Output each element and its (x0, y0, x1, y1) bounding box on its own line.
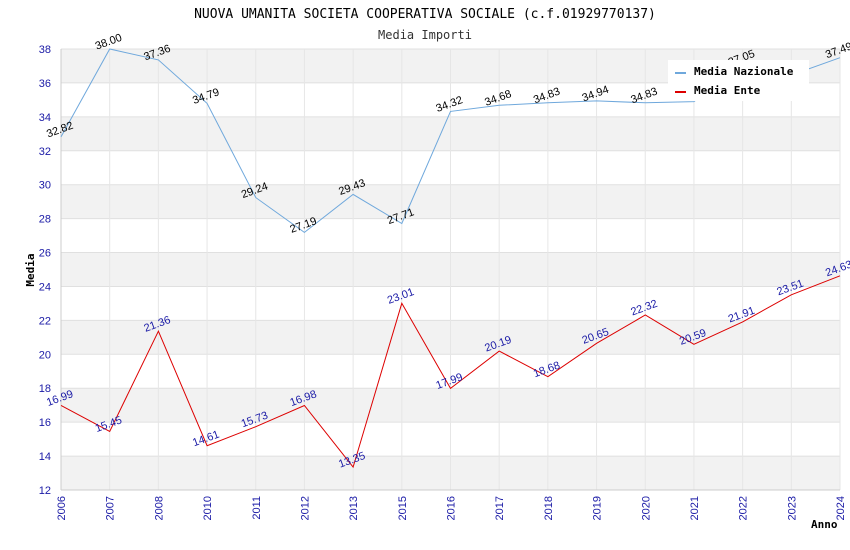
legend-label-ente: Media Ente (694, 84, 761, 97)
legend-label-nazionale: Media Nazionale (694, 65, 794, 78)
grid-lines (60, 48, 841, 491)
chart-title: NUOVA UMANITA SOCIETA COOPERATIVA SOCIAL… (194, 7, 656, 22)
y-tick-label: 14 (39, 451, 51, 463)
x-tick-label: 2017 (494, 496, 506, 520)
y-tick-label: 32 (39, 146, 51, 158)
x-tick-label: 2024 (835, 496, 847, 520)
x-tick-label: 2007 (105, 496, 117, 520)
x-tick-label: 2013 (348, 496, 360, 520)
x-axis-ticks: 2006 2007 2008 2010 2011 2012 2013 2015 2016 2017… (56, 496, 847, 520)
y-tick-label: 24 (39, 281, 51, 293)
axes (60, 49, 840, 491)
x-tick-label: 2008 (153, 496, 165, 520)
y-tick-label: 34 (39, 112, 51, 124)
y-tick-label: 20 (39, 349, 51, 361)
y-axis-label: Media (24, 253, 37, 286)
y-tick-label: 30 (39, 180, 51, 192)
x-tick-label: 2011 (251, 496, 263, 520)
x-tick-label: 2015 (397, 496, 409, 520)
y-tick-label: 18 (39, 383, 51, 395)
x-tick-label: 2020 (640, 496, 652, 520)
y-tick-label: 28 (39, 214, 51, 226)
x-axis-label: Anno (811, 518, 838, 531)
legend-box (668, 60, 809, 101)
x-tick-label: 2016 (446, 496, 458, 520)
x-tick-label: 2006 (56, 496, 68, 520)
x-tick-label: 2023 (786, 496, 798, 520)
y-tick-label: 16 (39, 417, 51, 429)
y-tick-label: 12 (39, 485, 51, 497)
y-tick-label: 36 (39, 78, 51, 90)
x-tick-label: 2010 (202, 496, 214, 520)
chart-subtitle: Media Importi (378, 28, 472, 42)
x-tick-label: 2019 (592, 496, 604, 520)
x-tick-label: 2018 (543, 496, 555, 520)
x-tick-label: 2021 (689, 496, 701, 520)
y-tick-label: 38 (39, 44, 51, 56)
y-axis-ticks: 12 14 16 18 20 22 24 26 28 30 32 34 36 38 (39, 44, 51, 497)
y-tick-label: 26 (39, 248, 51, 260)
x-tick-label: 2012 (299, 496, 311, 520)
legend: Media Nazionale Media Ente (668, 60, 809, 101)
series-line-media-ente (60, 275, 841, 469)
x-tick-label: 2022 (738, 496, 750, 520)
y-tick-label: 22 (39, 315, 51, 327)
